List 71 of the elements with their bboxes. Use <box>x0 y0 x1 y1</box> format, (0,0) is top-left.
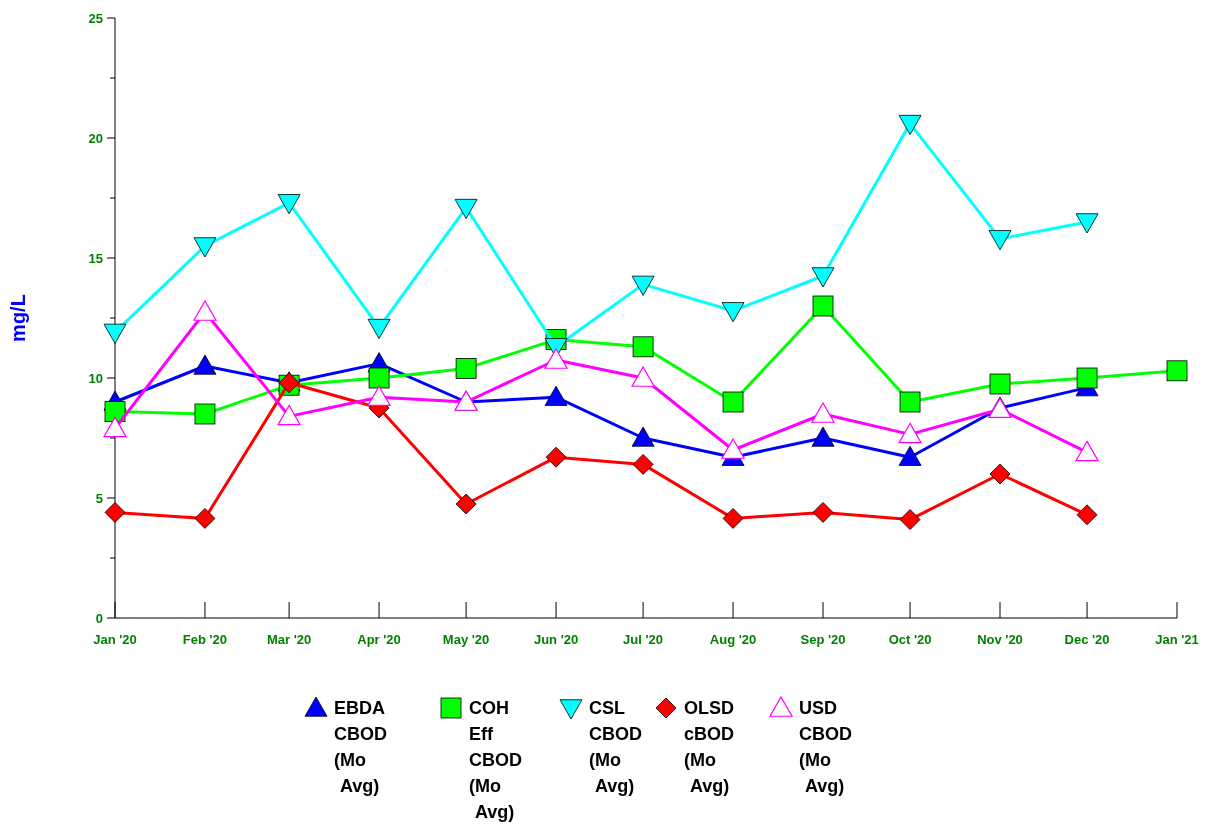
point <box>455 358 477 379</box>
x-tick-label: Jul '20 <box>623 632 664 647</box>
legend-label: COH Eff CBOD (Mo Avg) <box>469 698 522 822</box>
point <box>632 336 654 358</box>
point <box>544 385 568 406</box>
point <box>811 402 835 423</box>
x-tick-label: May '20 <box>442 632 490 647</box>
point <box>277 404 301 426</box>
x-tick-label: Oct '20 <box>888 632 932 647</box>
point <box>1076 367 1098 389</box>
point <box>1166 360 1188 382</box>
legend-label: USD CBOD (Mo Avg) <box>799 698 852 796</box>
x-tick-label: Apr '20 <box>357 632 401 647</box>
point <box>193 300 217 321</box>
point <box>989 373 1011 395</box>
point <box>1076 504 1098 526</box>
x-tick-label: Jan '20 <box>93 632 137 647</box>
point <box>898 114 922 135</box>
point <box>988 230 1012 251</box>
point <box>811 426 835 447</box>
point <box>277 194 301 215</box>
point <box>721 302 745 323</box>
x-tick-label: Aug '20 <box>709 632 757 647</box>
point <box>455 493 477 515</box>
point <box>367 385 391 407</box>
x-tick-label: Nov '20 <box>977 632 1023 647</box>
point <box>899 509 921 530</box>
point <box>721 438 745 459</box>
point <box>454 198 478 219</box>
point <box>193 237 217 258</box>
point <box>631 366 655 387</box>
point <box>812 502 834 523</box>
point <box>194 403 216 425</box>
point <box>812 295 834 317</box>
point <box>103 323 127 344</box>
point <box>368 367 390 389</box>
point <box>193 354 217 375</box>
point <box>632 454 654 475</box>
y-tick-label: 15 <box>88 250 103 266</box>
x-tick-label: Jan '21 <box>1155 632 1199 647</box>
y-tick-label: 0 <box>95 610 103 626</box>
point <box>103 416 127 438</box>
y-tick-label: 20 <box>88 130 103 146</box>
point <box>104 502 126 523</box>
point <box>545 446 567 468</box>
y-tick-label: 5 <box>95 490 103 506</box>
x-tick-label: Sep '20 <box>800 632 846 647</box>
point <box>722 391 744 413</box>
point <box>811 267 835 288</box>
point <box>631 275 655 296</box>
point <box>899 391 921 413</box>
y-tick-label: 10 <box>88 370 103 386</box>
point <box>1075 213 1099 234</box>
legend-label: EBDA CBOD (Mo Avg) <box>334 698 387 796</box>
y-tick-label: 25 <box>88 10 103 26</box>
point <box>631 426 655 447</box>
point <box>989 463 1011 485</box>
point <box>367 318 391 339</box>
legend-label: CSL CBOD (Mo Avg) <box>589 698 642 796</box>
x-tick-label: Jun '20 <box>533 632 579 647</box>
point <box>194 508 216 529</box>
x-tick-label: Feb '20 <box>182 632 228 647</box>
point <box>898 422 922 444</box>
point <box>1075 440 1099 462</box>
legend-label: OLSD cBOD (Mo Avg) <box>684 698 735 796</box>
point <box>722 508 744 529</box>
y-axis-title: mg/L <box>7 294 29 342</box>
x-tick-label: Dec '20 <box>1064 632 1110 647</box>
point <box>544 348 568 369</box>
x-tick-label: Mar '20 <box>266 632 312 647</box>
point <box>898 445 922 466</box>
